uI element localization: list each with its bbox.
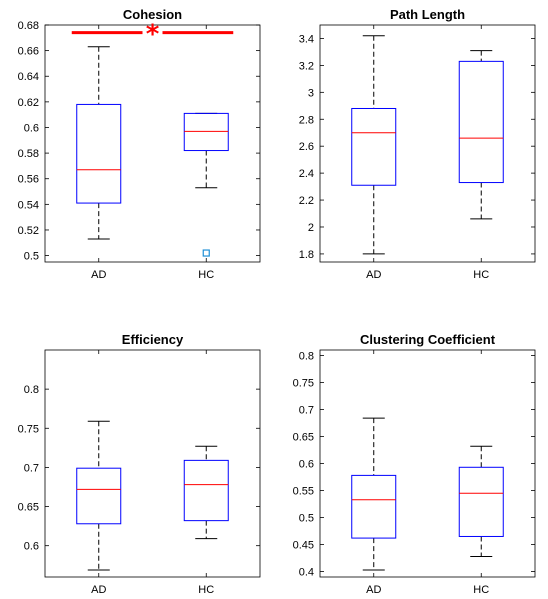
y-tick-label: 2.4 — [299, 168, 314, 180]
outlier-point — [202, 249, 210, 257]
axes-frame — [319, 349, 536, 578]
x-tick-label: HC — [473, 269, 489, 281]
x-tick-label: AD — [91, 584, 106, 596]
y-tick-label: 0.64 — [18, 71, 39, 83]
panel-3: Efficiency 0.6 0.65 0.7 0.75 0.8 AD HC — [18, 332, 261, 596]
y-tick-label: 3 — [308, 87, 314, 99]
x-tick-label: AD — [366, 584, 381, 596]
y-tick-label: 0.65 — [18, 502, 39, 514]
y-tick-label: 0.6 — [24, 541, 39, 553]
box-hc — [458, 445, 504, 557]
y-tick-label: 0.7 — [299, 404, 314, 416]
iqr-box — [183, 112, 229, 152]
axes-frame — [44, 24, 261, 263]
y-tick-label: 0.75 — [18, 423, 39, 435]
axes-frame — [319, 24, 536, 263]
iqr-box — [76, 467, 122, 525]
y-tick-label: 0.8 — [24, 384, 39, 396]
box-ad — [76, 420, 122, 571]
panel-title: Efficiency — [122, 332, 184, 347]
y-tick-label: 0.62 — [18, 97, 39, 109]
box-ad — [76, 46, 122, 240]
y-tick-label: 0.45 — [293, 540, 314, 552]
iqr-box — [458, 466, 504, 537]
significance-marker: * — [71, 20, 234, 50]
y-tick-label: 0.56 — [18, 174, 39, 186]
y-tick-label: 1.8 — [299, 249, 314, 261]
y-tick-label: 0.54 — [18, 199, 39, 211]
y-tick-label: 0.52 — [18, 225, 39, 237]
panel-title: Cohesion — [123, 7, 182, 22]
box-ad — [351, 35, 397, 255]
box-hc — [458, 50, 504, 220]
y-tick-label: 0.7 — [24, 462, 39, 474]
x-tick-label: AD — [366, 269, 381, 281]
y-tick-label: 0.68 — [18, 20, 39, 32]
significance-star: * — [146, 20, 160, 50]
iqr-box — [351, 474, 397, 539]
y-tick-label: 0.4 — [299, 567, 314, 579]
box-ad — [351, 417, 397, 571]
y-tick-label: 0.5 — [24, 251, 39, 263]
iqr-box — [351, 107, 397, 186]
panel-title: Path Length — [390, 7, 465, 22]
x-tick-label: HC — [198, 584, 214, 596]
panel-2: Path Length 1.8 2 2.2 2.4 2.6 2.8 3 3.2 3.4 AD HC — [299, 7, 536, 281]
y-tick-label: 0.6 — [299, 459, 314, 471]
y-tick-label: 0.58 — [18, 148, 39, 160]
y-tick-label: 2.6 — [299, 141, 314, 153]
box-hc — [183, 445, 229, 540]
box-hc — [183, 112, 229, 257]
axes-frame — [44, 349, 261, 578]
y-tick-label: 3.2 — [299, 60, 314, 72]
y-tick-label: 0.66 — [18, 46, 39, 58]
x-tick-label: AD — [91, 269, 106, 281]
x-tick-label: HC — [198, 269, 214, 281]
y-tick-label: 0.55 — [293, 486, 314, 498]
y-tick-label: 2.8 — [299, 114, 314, 126]
panel-1: Cohesion 0.5 0.52 0.54 0.56 0.58 0.6 0.62 0.64 0.… — [18, 7, 261, 281]
y-tick-label: 0.6 — [24, 122, 39, 134]
y-tick-label: 2.2 — [299, 195, 314, 207]
iqr-box — [76, 103, 122, 204]
iqr-box — [458, 60, 504, 184]
panel-4: Clustering Coefficient 0.4 0.45 0.5 0.55 0.6 0… — [293, 332, 536, 596]
y-tick-label: 0.75 — [293, 377, 314, 389]
iqr-box — [183, 459, 229, 522]
y-tick-label: 0.65 — [293, 431, 314, 443]
panel-title: Clustering Coefficient — [360, 332, 496, 347]
y-tick-label: 0.5 — [299, 513, 314, 525]
y-tick-label: 3.4 — [299, 33, 314, 45]
y-tick-label: 0.8 — [299, 350, 314, 362]
x-tick-label: HC — [473, 584, 489, 596]
y-tick-label: 2 — [308, 222, 314, 234]
